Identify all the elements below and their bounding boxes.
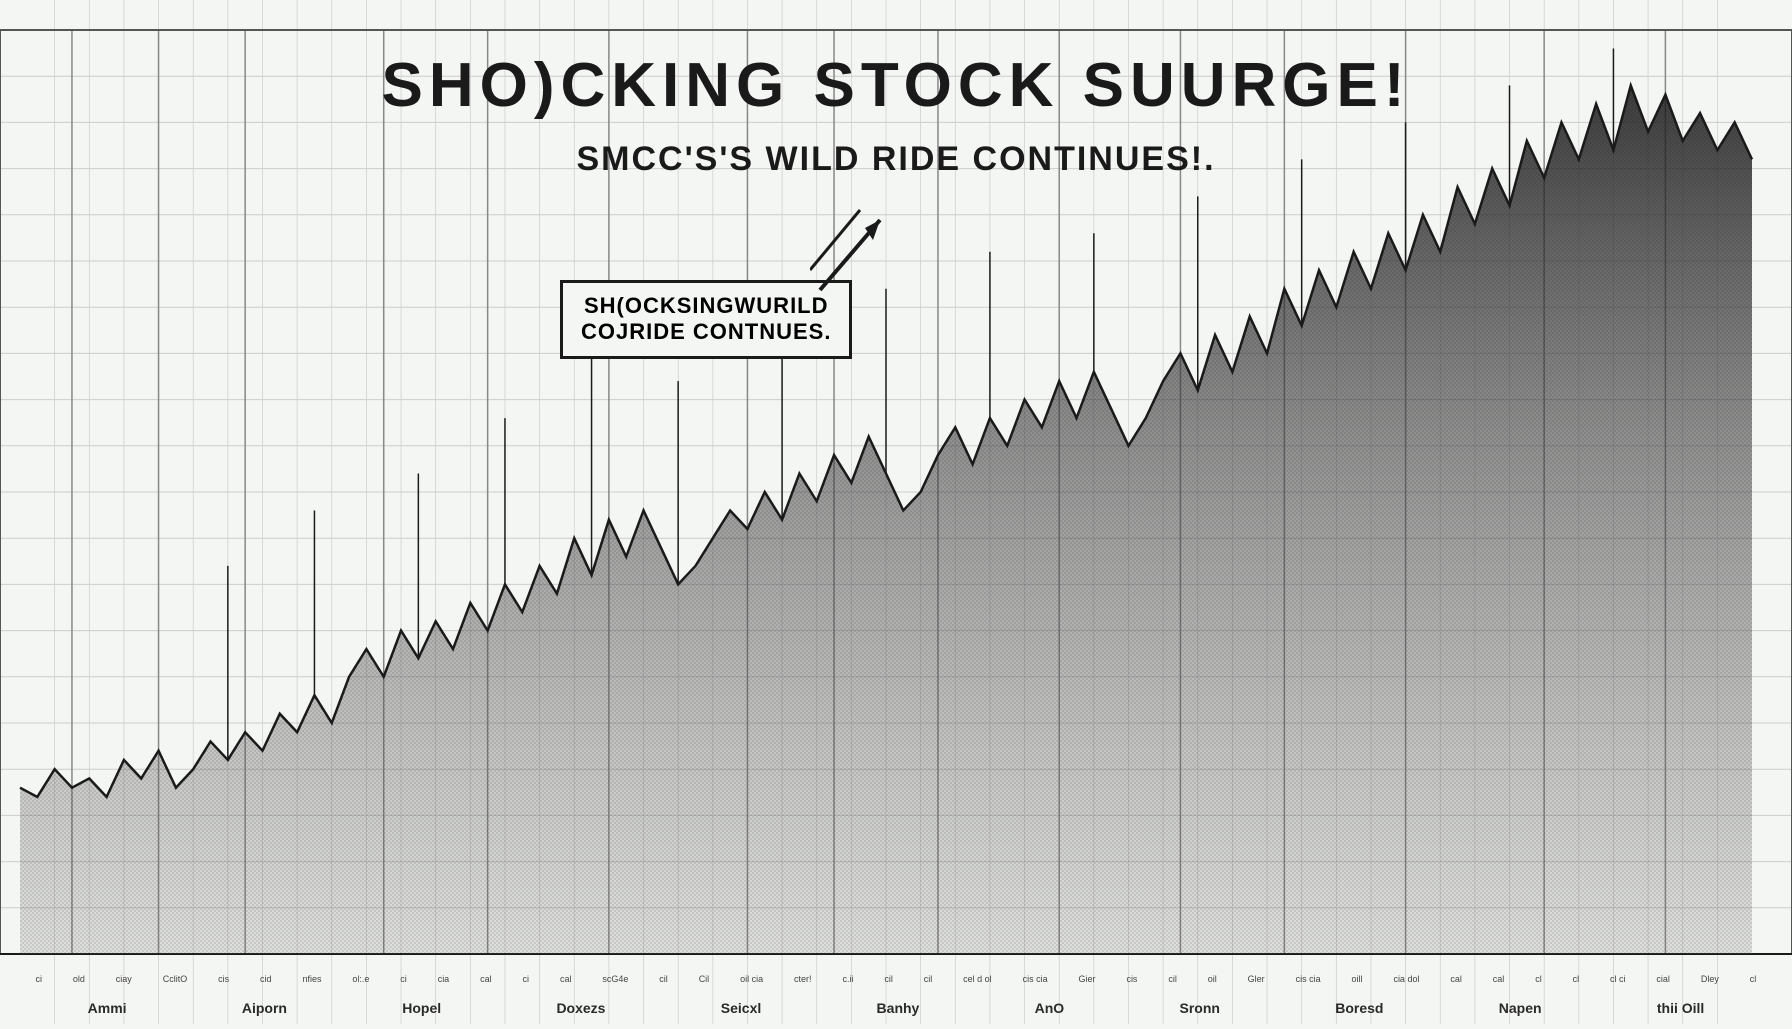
x-tick: cl ci: [1610, 974, 1626, 984]
x-axis-labels: Ammi Aiporn Hopel Doxezs Seicxl Banhy AnO Sronn…: [0, 1000, 1792, 1016]
x-tick: cter!: [794, 974, 812, 984]
x-tick: cis: [1126, 974, 1137, 984]
x-label: thii Oill: [1657, 1000, 1704, 1016]
x-tick: scG4e: [602, 974, 628, 984]
x-tick: cal: [1450, 974, 1462, 984]
x-tick: ci: [523, 974, 530, 984]
x-tick: cil: [659, 974, 668, 984]
x-label: Aiporn: [242, 1000, 287, 1016]
x-label: Ammi: [88, 1000, 127, 1016]
x-axis-ticks: ci old ciay CclitO cis cid nfies ol:.e ci cia cal c…: [0, 974, 1792, 984]
x-tick: cl: [1535, 974, 1542, 984]
x-label: Seicxl: [721, 1000, 761, 1016]
x-tick: oill: [1352, 974, 1363, 984]
x-tick: cal: [560, 974, 572, 984]
x-tick: Gier: [1079, 974, 1096, 984]
x-label: Sronn: [1180, 1000, 1220, 1016]
x-tick: cal: [1493, 974, 1505, 984]
x-tick: cia: [438, 974, 450, 984]
x-tick: CclitO: [163, 974, 188, 984]
x-label: Banhy: [877, 1000, 920, 1016]
x-label: Doxezs: [556, 1000, 605, 1016]
x-tick: c.ii: [842, 974, 853, 984]
callout-line2: COJRIDE CONTNUES.: [581, 319, 831, 345]
x-tick: Gler: [1248, 974, 1265, 984]
x-tick: nfies: [302, 974, 321, 984]
x-tick: cl: [1573, 974, 1580, 984]
x-tick: cis cia: [1296, 974, 1321, 984]
stock-chart: SHO)CKING STOCK SUURGE! SMCC'S'S WILD RI…: [0, 0, 1792, 1024]
x-tick: cil: [924, 974, 933, 984]
callout-line1: SH(OCKSINGWURILD: [581, 293, 831, 319]
x-label: Hopel: [402, 1000, 441, 1016]
x-tick: cis cia: [1023, 974, 1048, 984]
x-tick: Cil: [699, 974, 710, 984]
x-tick: oil cia: [740, 974, 763, 984]
x-label: Boresd: [1335, 1000, 1383, 1016]
x-tick: cial: [1656, 974, 1670, 984]
x-label: AnO: [1035, 1000, 1065, 1016]
x-tick: cel d ol: [963, 974, 992, 984]
x-tick: cis: [218, 974, 229, 984]
x-tick: Dley: [1701, 974, 1719, 984]
x-tick: cl: [1750, 974, 1757, 984]
x-tick: oil: [1208, 974, 1217, 984]
callout-arrow-icon: [810, 200, 930, 300]
x-label: Napen: [1499, 1000, 1542, 1016]
x-tick: cal: [480, 974, 492, 984]
chart-title: SHO)CKING STOCK SUURGE!: [381, 50, 1410, 121]
x-tick: cid: [260, 974, 272, 984]
x-tick: ciay: [116, 974, 132, 984]
x-tick: cil: [884, 974, 893, 984]
callout-box: SH(OCKSINGWURILD COJRIDE CONTNUES.: [560, 280, 852, 359]
x-tick: ol:.e: [352, 974, 369, 984]
x-tick: cil: [1168, 974, 1177, 984]
x-tick: cia dol: [1393, 974, 1419, 984]
x-tick: ci: [35, 974, 42, 984]
x-tick: ci: [400, 974, 407, 984]
x-tick: old: [73, 974, 85, 984]
chart-subtitle: SMCC'S'S WILD RIDE CONTINUES!.: [576, 140, 1215, 179]
